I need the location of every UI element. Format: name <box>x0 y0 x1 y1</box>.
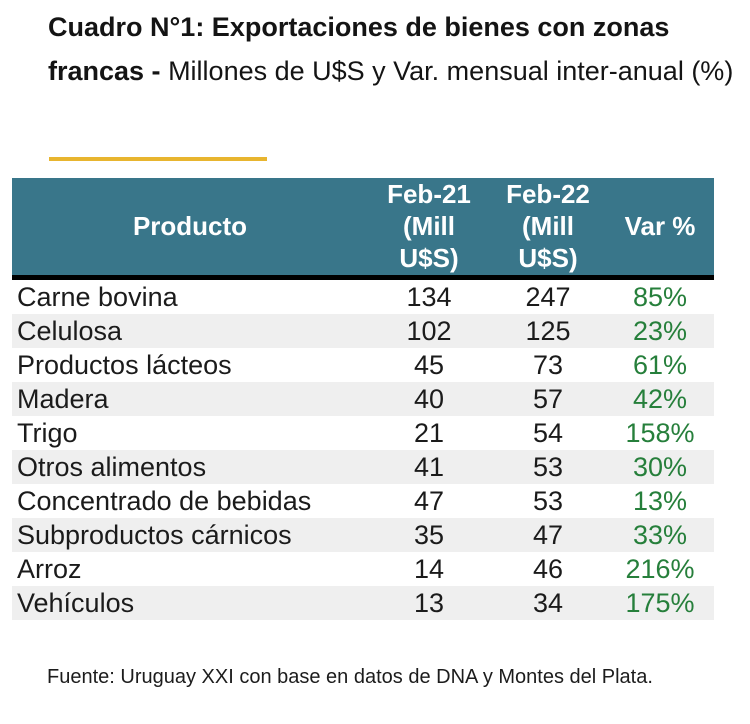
cell-feb22: 46 <box>532 553 564 584</box>
cell-producto: Carne bovina <box>17 281 178 312</box>
cell-var: 216% <box>625 553 695 584</box>
col-header-var: Var % <box>606 178 714 280</box>
table-row: Subproductos cárnicos 35 47 33% <box>12 517 714 552</box>
table-row: Madera 40 57 42% <box>12 381 714 416</box>
source-note: Fuente: Uruguay XXI con base en datos de… <box>47 666 653 688</box>
cell-feb22: 247 <box>525 281 571 312</box>
table-row: Arroz 14 46 216% <box>12 552 714 586</box>
cell-feb22: 73 <box>532 349 564 380</box>
cell-producto: Vehículos <box>17 587 135 618</box>
table-title: Cuadro N°1: Exportaciones de bienes con … <box>48 5 738 93</box>
cell-producto: Celulosa <box>17 315 123 346</box>
title-bold-segment: Cuadro N°1: Exportaciones de bienes con … <box>48 12 670 86</box>
cell-var: 61% <box>632 349 688 380</box>
table-header-row: Producto Feb-21 (Mill U$S) Feb-22 (Mill … <box>12 178 714 280</box>
table-row: Carne bovina 134 247 85% <box>12 277 714 314</box>
cell-producto: Otros alimentos <box>17 451 207 482</box>
cell-feb22: 53 <box>532 485 564 516</box>
col-header-feb21: Feb-21 (Mill U$S) <box>368 178 490 280</box>
cell-producto: Productos lácteos <box>17 349 232 380</box>
table-row: Vehículos 13 34 175% <box>12 585 714 620</box>
table-row: Concentrado de bebidas 47 53 13% <box>12 484 714 518</box>
table-row: Celulosa 102 125 23% <box>12 313 714 348</box>
col-header-feb22: Feb-22 (Mill U$S) <box>490 178 606 280</box>
table-row: Trigo 21 54 158% <box>12 416 714 450</box>
cell-var: 23% <box>632 315 688 346</box>
cell-var: 42% <box>632 383 688 414</box>
table-row: Productos lácteos 45 73 61% <box>12 348 714 382</box>
cell-feb22: 125 <box>525 315 571 346</box>
cell-feb22: 57 <box>532 383 564 414</box>
cell-var: 175% <box>625 587 695 618</box>
cell-feb22: 53 <box>532 451 564 482</box>
cell-feb21: 41 <box>413 451 445 482</box>
cell-feb22: 47 <box>532 519 564 550</box>
cell-feb21: 35 <box>413 519 445 550</box>
accent-underline <box>49 157 267 161</box>
cell-var: 85% <box>632 281 688 312</box>
cell-feb21: 47 <box>413 485 445 516</box>
cell-feb22: 34 <box>532 587 564 618</box>
cell-feb21: 14 <box>413 553 445 584</box>
exports-table: Producto Feb-21 (Mill U$S) Feb-22 (Mill … <box>12 178 714 620</box>
cell-feb21: 134 <box>406 281 452 312</box>
cell-producto: Subproductos cárnicos <box>17 519 292 550</box>
cell-feb21: 102 <box>406 315 452 346</box>
cell-feb21: 40 <box>413 383 445 414</box>
cell-producto: Concentrado de bebidas <box>17 485 312 516</box>
cell-feb22: 54 <box>532 417 564 448</box>
title-subtitle-segment: Millones de U$S y Var. mensual inter-anu… <box>168 56 734 86</box>
cell-var: 158% <box>625 417 695 448</box>
cell-feb21: 21 <box>413 417 445 448</box>
cell-var: 33% <box>632 519 688 550</box>
cell-producto: Trigo <box>17 417 78 448</box>
col-header-producto: Producto <box>12 178 368 280</box>
table-row: Otros alimentos 41 53 30% <box>12 449 714 484</box>
cell-feb21: 45 <box>413 349 445 380</box>
cell-feb21: 13 <box>413 587 445 618</box>
cell-var: 30% <box>632 451 688 482</box>
cell-var: 13% <box>632 485 688 516</box>
cell-producto: Madera <box>17 383 109 414</box>
cell-producto: Arroz <box>17 553 82 584</box>
